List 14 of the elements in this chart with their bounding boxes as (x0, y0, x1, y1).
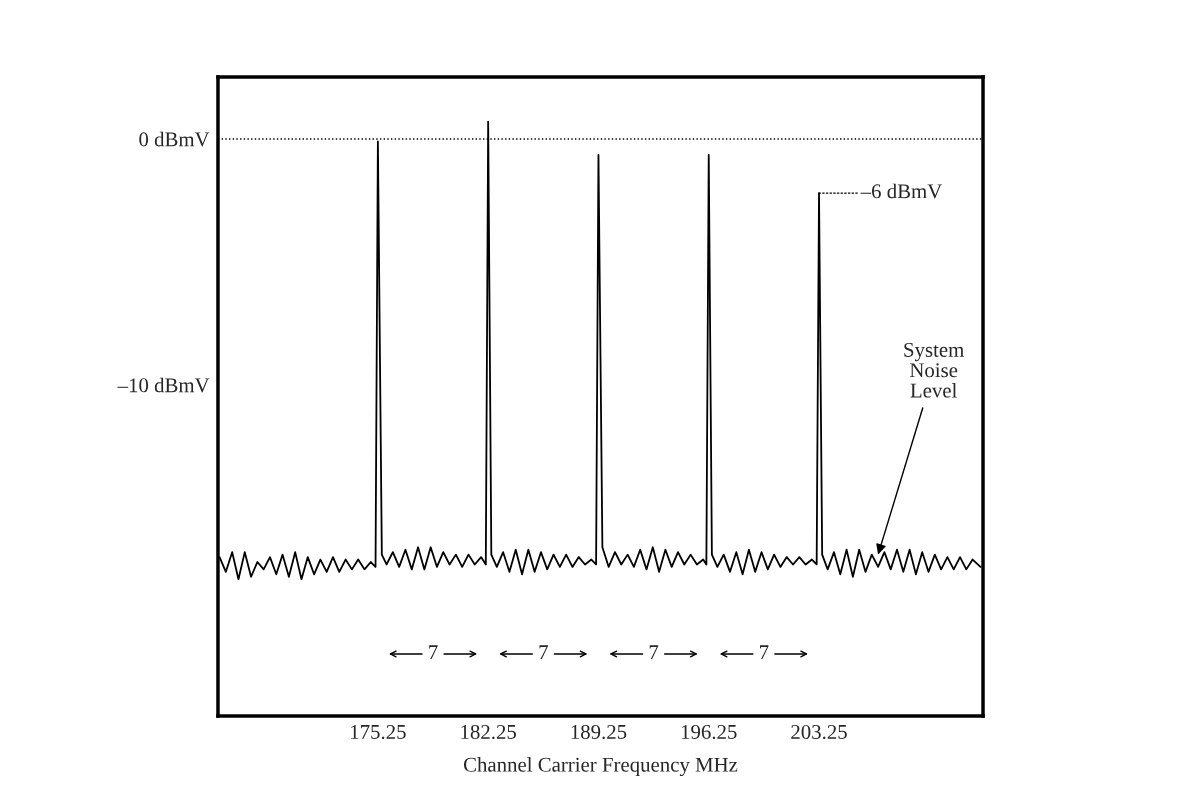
x-tick-label: 196.25 (681, 724, 737, 740)
y-tick-label: –10 dBmV (117, 377, 210, 393)
x-tick-label: 175.25 (351, 724, 406, 740)
annotation: 7 (649, 645, 659, 659)
x-tick-label: 203.25 (791, 724, 847, 740)
x-tick-label: 189.25 (571, 724, 627, 740)
x-tick-label: 182.25 (461, 724, 516, 740)
y-tick-label: 0 dBmV (139, 131, 210, 147)
annotation: –6 dBmV (860, 183, 943, 199)
annotation: 7 (539, 645, 548, 659)
annotation: 7 (429, 645, 438, 659)
x-axis-title: Channel Carrier Frequency MHz (463, 757, 738, 777)
annotation: 7 (760, 645, 769, 659)
annotation: System Noise Level (904, 342, 964, 398)
